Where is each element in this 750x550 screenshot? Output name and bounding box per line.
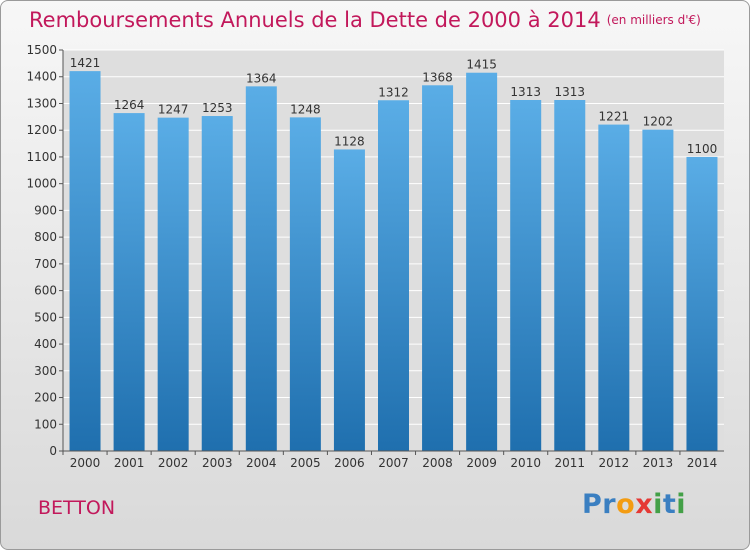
bar-value-label: 1253	[202, 101, 233, 115]
bar	[598, 124, 630, 451]
bar	[201, 116, 233, 451]
logo-letter: o	[616, 489, 636, 520]
y-tick-label: 300	[34, 364, 57, 378]
y-tick-label: 1100	[26, 150, 57, 164]
y-tick-label: 1500	[26, 43, 57, 57]
bar	[686, 156, 718, 451]
x-tick-label: 2005	[290, 456, 321, 470]
proxiti-logo: Proxiti	[582, 489, 686, 520]
x-tick-label: 2004	[246, 456, 277, 470]
bar	[245, 86, 277, 451]
x-tick-label: 2008	[422, 456, 453, 470]
bar-value-label: 1128	[334, 134, 365, 148]
x-tick-label: 2000	[70, 456, 101, 470]
x-tick-label: 2012	[599, 456, 630, 470]
bar	[642, 129, 674, 451]
bar-value-label: 1313	[554, 85, 585, 99]
bar	[554, 99, 586, 451]
y-tick-label: 800	[34, 230, 57, 244]
y-tick-label: 1000	[26, 177, 57, 191]
bar-value-label: 1202	[643, 115, 674, 129]
y-tick-label: 1300	[26, 96, 57, 110]
bar	[69, 71, 101, 452]
x-tick-label: 2011	[554, 456, 585, 470]
bar	[157, 117, 189, 452]
x-tick-label: 2001	[114, 456, 145, 470]
y-tick-label: 500	[34, 310, 57, 324]
x-tick-label: 2010	[510, 456, 541, 470]
logo-letter: i	[653, 489, 663, 520]
bar-value-label: 1100	[687, 142, 718, 156]
chart-title-text: Remboursements Annuels de la Dette de 20…	[29, 8, 601, 32]
chart-title: Remboursements Annuels de la Dette de 20…	[29, 8, 701, 32]
bar-value-label: 1313	[510, 85, 541, 99]
y-tick-label: 100	[34, 417, 57, 431]
bar	[113, 113, 145, 451]
bar	[289, 117, 321, 452]
bar	[422, 85, 454, 452]
x-tick-label: 2014	[687, 456, 718, 470]
x-tick-label: 2009	[466, 456, 497, 470]
bar-value-label: 1264	[114, 98, 145, 112]
bar-value-label: 1312	[378, 85, 409, 99]
logo-letter: x	[635, 489, 654, 520]
y-tick-label: 900	[34, 203, 57, 217]
bar	[466, 72, 498, 452]
bar	[510, 99, 542, 451]
bar-value-label: 1248	[290, 102, 321, 116]
bar	[333, 149, 365, 451]
bar-value-label: 1415	[466, 58, 497, 72]
bar-value-label: 1221	[599, 110, 630, 124]
logo-letter: i	[676, 489, 687, 520]
logo-letter: r	[602, 489, 617, 520]
logo-letter: P	[582, 489, 603, 520]
x-tick-label: 2006	[334, 456, 365, 470]
x-tick-label: 2007	[378, 456, 409, 470]
x-tick-label: 2002	[158, 456, 189, 470]
unit-note: (en milliers d'€)	[606, 13, 701, 27]
y-tick-label: 400	[34, 337, 57, 351]
bar	[378, 100, 409, 451]
x-tick-label: 2003	[202, 456, 233, 470]
bar-value-label: 1247	[158, 103, 189, 117]
y-tick-label: 200	[34, 391, 57, 405]
bar-value-label: 1368	[422, 70, 453, 84]
x-tick-label: 2013	[643, 456, 674, 470]
y-tick-label: 700	[34, 257, 57, 271]
bar-value-label: 1364	[246, 71, 277, 85]
city-name: BETTON	[38, 497, 116, 519]
y-tick-label: 600	[34, 284, 57, 298]
y-tick-label: 1200	[26, 123, 57, 137]
y-tick-label: 0	[49, 444, 57, 458]
y-tick-label: 1400	[26, 70, 57, 84]
bar-value-label: 1421	[70, 56, 101, 70]
logo-letter: t	[662, 489, 677, 520]
